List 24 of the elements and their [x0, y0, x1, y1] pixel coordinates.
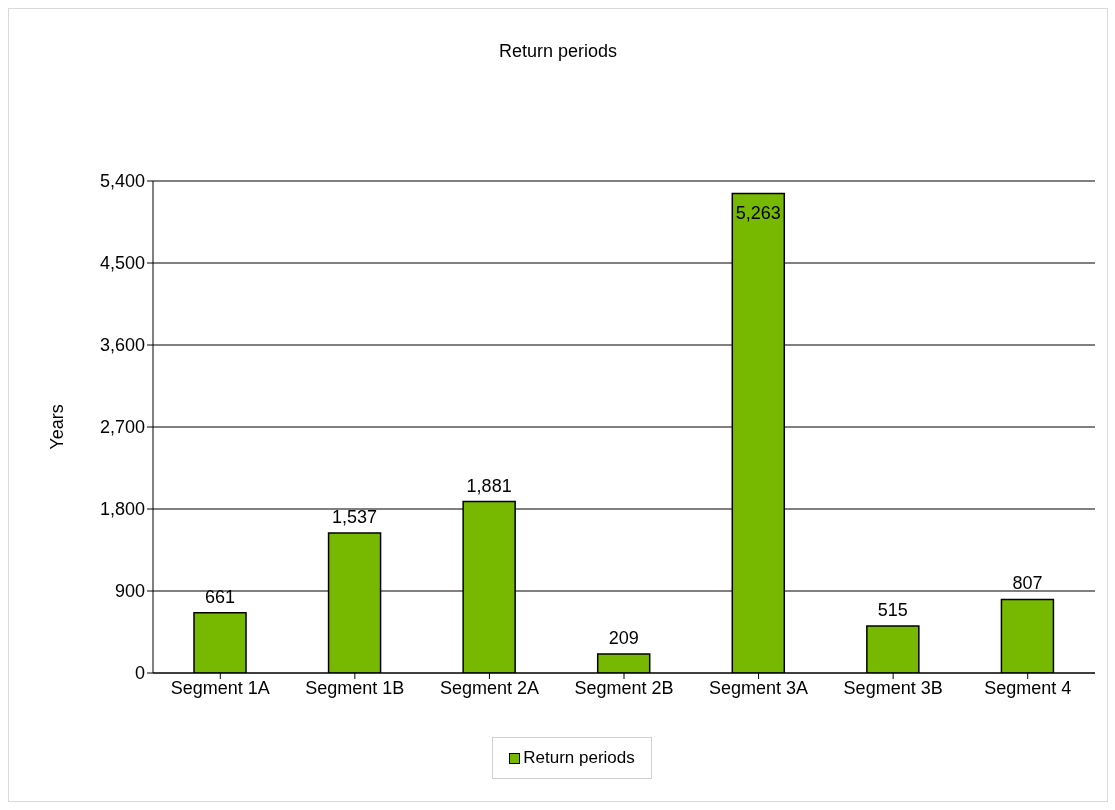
- legend-label: Return periods: [522, 748, 635, 768]
- y-tick-label: 5,400: [99, 171, 145, 192]
- y-tick-label: 4,500: [99, 253, 145, 274]
- data-label: 807: [1012, 573, 1043, 594]
- x-tick-label: Segment 1A: [170, 677, 270, 698]
- y-tick-label: 2,700: [99, 417, 145, 438]
- data-label: 661: [204, 586, 236, 607]
- data-label: 5,263: [735, 203, 781, 224]
- y-tick-label: 3,600: [99, 335, 145, 356]
- data-label: 515: [877, 600, 908, 621]
- y-tick-label: 900: [114, 581, 145, 602]
- x-tick-label: Segment 3A: [709, 677, 809, 698]
- x-tick-label: Segment 3B: [843, 677, 943, 698]
- data-label: 209: [608, 627, 639, 648]
- y-tick-label: 1,800: [99, 499, 145, 520]
- x-tick-label: Segment 2A: [439, 677, 539, 698]
- x-tick-label: Segment 2B: [574, 677, 674, 698]
- data-label: 1,537: [332, 506, 378, 527]
- data-label: 1,881: [466, 475, 512, 496]
- y-tick-label: 0: [134, 663, 145, 684]
- x-tick-label: Segment 4: [984, 677, 1072, 698]
- x-tick-label: Segment 1B: [305, 677, 405, 698]
- y-axis-title: Years: [47, 404, 68, 450]
- chart-title: Return periods: [497, 41, 619, 62]
